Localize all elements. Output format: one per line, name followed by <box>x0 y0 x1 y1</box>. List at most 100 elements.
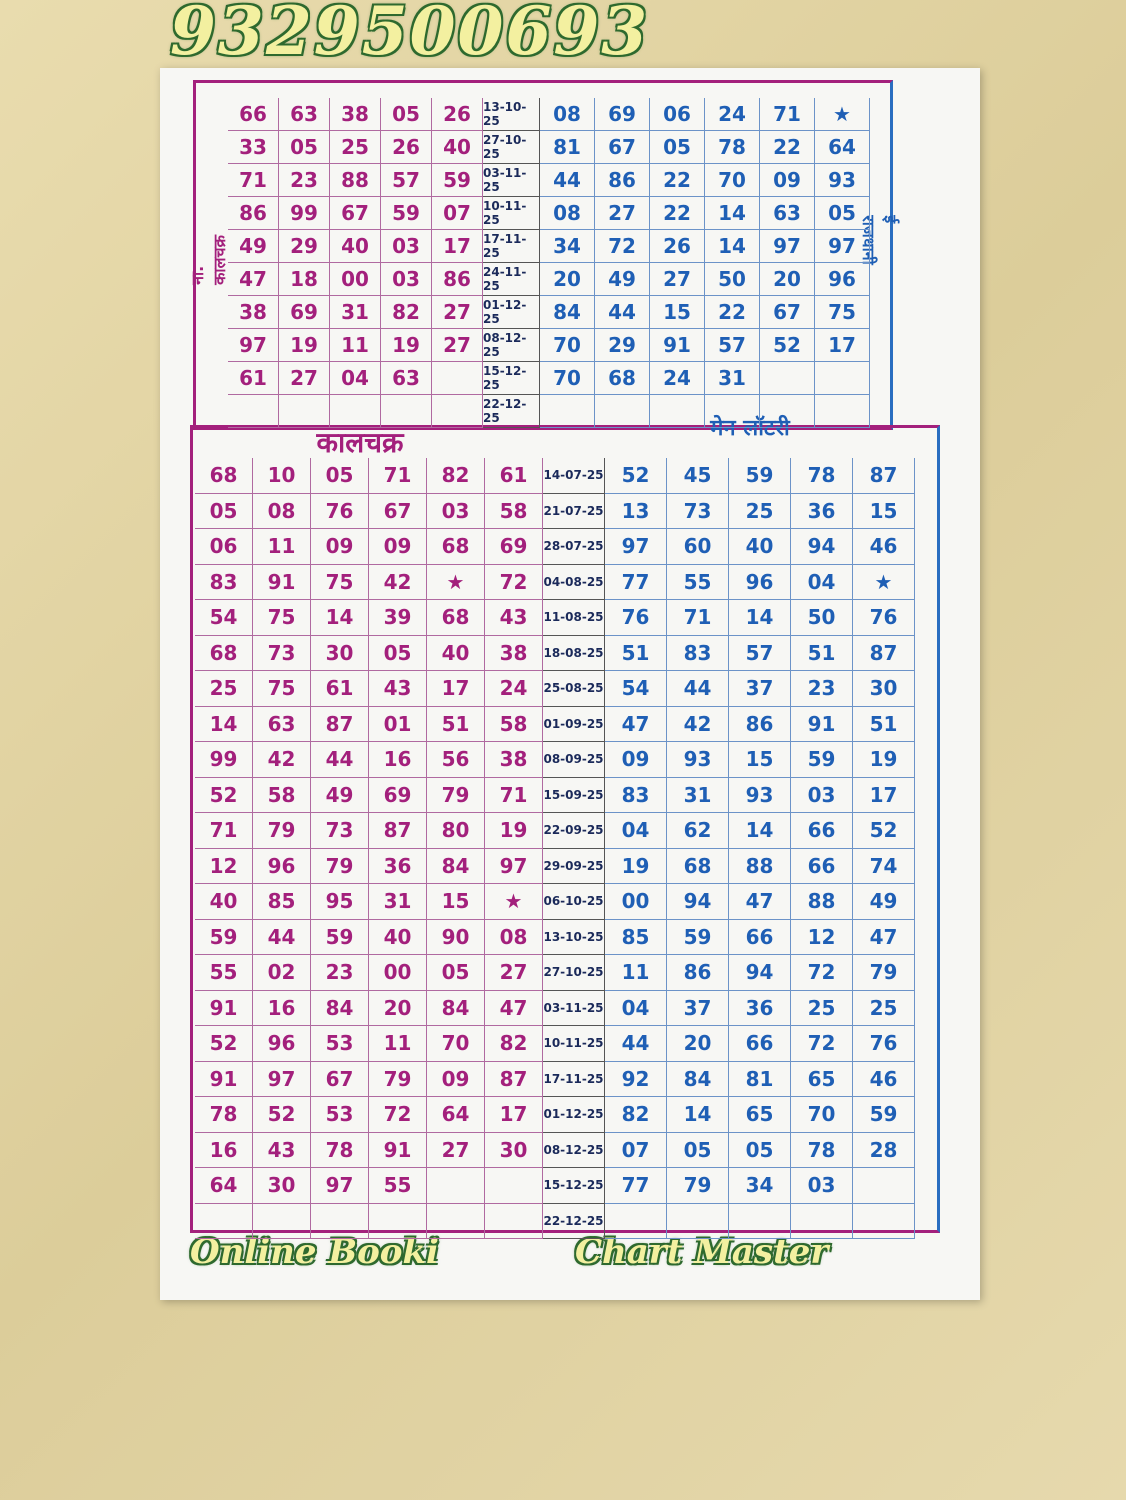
left-number: 43 <box>485 600 543 636</box>
right-number: 97 <box>605 529 667 565</box>
right-number: 78 <box>791 458 853 494</box>
left-number: 59 <box>432 164 483 197</box>
date: 06-10-25 <box>543 884 605 920</box>
right-number: 28 <box>853 1132 915 1168</box>
right-number: 94 <box>667 884 729 920</box>
left-number: 39 <box>369 600 427 636</box>
left-number: 75 <box>311 564 369 600</box>
date: 15-12-25 <box>543 1168 605 1204</box>
left-number: 91 <box>195 1061 253 1097</box>
right-number: 94 <box>791 529 853 565</box>
right-number: 81 <box>729 1061 791 1097</box>
right-number: 70 <box>540 362 595 395</box>
right-number: 96 <box>729 564 791 600</box>
right-number: 87 <box>853 635 915 671</box>
right-number: 72 <box>595 230 650 263</box>
left-number: 38 <box>485 742 543 778</box>
left-number: 66 <box>228 98 279 131</box>
right-number <box>595 395 650 428</box>
right-title: मेन लॉटरी <box>710 416 790 441</box>
right-number: 24 <box>705 98 760 131</box>
left-number <box>432 362 483 395</box>
left-number: 56 <box>427 742 485 778</box>
left-number: 17 <box>427 671 485 707</box>
right-number: 31 <box>667 777 729 813</box>
right-number: 51 <box>853 706 915 742</box>
left-number: 30 <box>485 1132 543 1168</box>
right-number: 09 <box>760 164 815 197</box>
left-number: 57 <box>381 164 432 197</box>
left-number: 71 <box>485 777 543 813</box>
left-number: 44 <box>311 742 369 778</box>
right-number: 04 <box>791 564 853 600</box>
left-number: 97 <box>311 1168 369 1204</box>
left-number: 18 <box>279 263 330 296</box>
right-number: 03 <box>791 1168 853 1204</box>
right-number: 81 <box>540 131 595 164</box>
left-number: 17 <box>432 230 483 263</box>
right-number: 15 <box>650 296 705 329</box>
left-number: 20 <box>369 990 427 1026</box>
left-number: 27 <box>432 296 483 329</box>
left-number: 58 <box>253 777 311 813</box>
right-number: 59 <box>791 742 853 778</box>
left-number: 68 <box>195 458 253 494</box>
left-number: 63 <box>279 98 330 131</box>
right-number: 66 <box>729 919 791 955</box>
left-number: 63 <box>253 706 311 742</box>
right-number: 25 <box>791 990 853 1026</box>
right-number <box>760 362 815 395</box>
right-number <box>815 395 870 428</box>
left-number: 09 <box>427 1061 485 1097</box>
right-number: 14 <box>729 600 791 636</box>
left-number: 96 <box>253 848 311 884</box>
left-number: 69 <box>279 296 330 329</box>
left-number: 61 <box>228 362 279 395</box>
right-number: 88 <box>729 848 791 884</box>
left-number: ★ <box>485 884 543 920</box>
date: 01-12-25 <box>483 296 540 329</box>
date: 15-09-25 <box>543 777 605 813</box>
right-number: 76 <box>605 600 667 636</box>
left-number: 79 <box>253 813 311 849</box>
left-number: 03 <box>427 493 485 529</box>
left-number: 69 <box>485 529 543 565</box>
left-number: 47 <box>228 263 279 296</box>
left-number: 52 <box>195 1026 253 1062</box>
right-number: ★ <box>853 564 915 600</box>
right-number: 17 <box>815 329 870 362</box>
right-number: 05 <box>650 131 705 164</box>
date: 04-08-25 <box>543 564 605 600</box>
right-number: 77 <box>605 564 667 600</box>
right-number <box>853 1168 915 1204</box>
right-number: 05 <box>729 1132 791 1168</box>
right-number: 66 <box>791 813 853 849</box>
date: 08-12-25 <box>543 1132 605 1168</box>
left-number: 40 <box>195 884 253 920</box>
left-number: 80 <box>427 813 485 849</box>
right-number: 83 <box>605 777 667 813</box>
left-number: 58 <box>485 493 543 529</box>
right-number: 71 <box>760 98 815 131</box>
right-number: 19 <box>853 742 915 778</box>
left-number: 06 <box>195 529 253 565</box>
left-number: 55 <box>195 955 253 991</box>
right-number <box>729 1203 791 1239</box>
left-number: 16 <box>369 742 427 778</box>
left-number: 51 <box>427 706 485 742</box>
date: 10-11-25 <box>543 1026 605 1062</box>
right-number: 87 <box>853 458 915 494</box>
left-number: 05 <box>427 955 485 991</box>
phone-watermark: 9329500693 <box>170 0 650 70</box>
date: 21-07-25 <box>543 493 605 529</box>
left-number: 53 <box>311 1026 369 1062</box>
left-number: 67 <box>369 493 427 529</box>
left-number: 27 <box>485 955 543 991</box>
right-number: 94 <box>729 955 791 991</box>
left-number: 14 <box>311 600 369 636</box>
right-number: 34 <box>540 230 595 263</box>
right-number: 42 <box>667 706 729 742</box>
left-number: 15 <box>427 884 485 920</box>
right-number: 20 <box>760 263 815 296</box>
left-number: 61 <box>311 671 369 707</box>
